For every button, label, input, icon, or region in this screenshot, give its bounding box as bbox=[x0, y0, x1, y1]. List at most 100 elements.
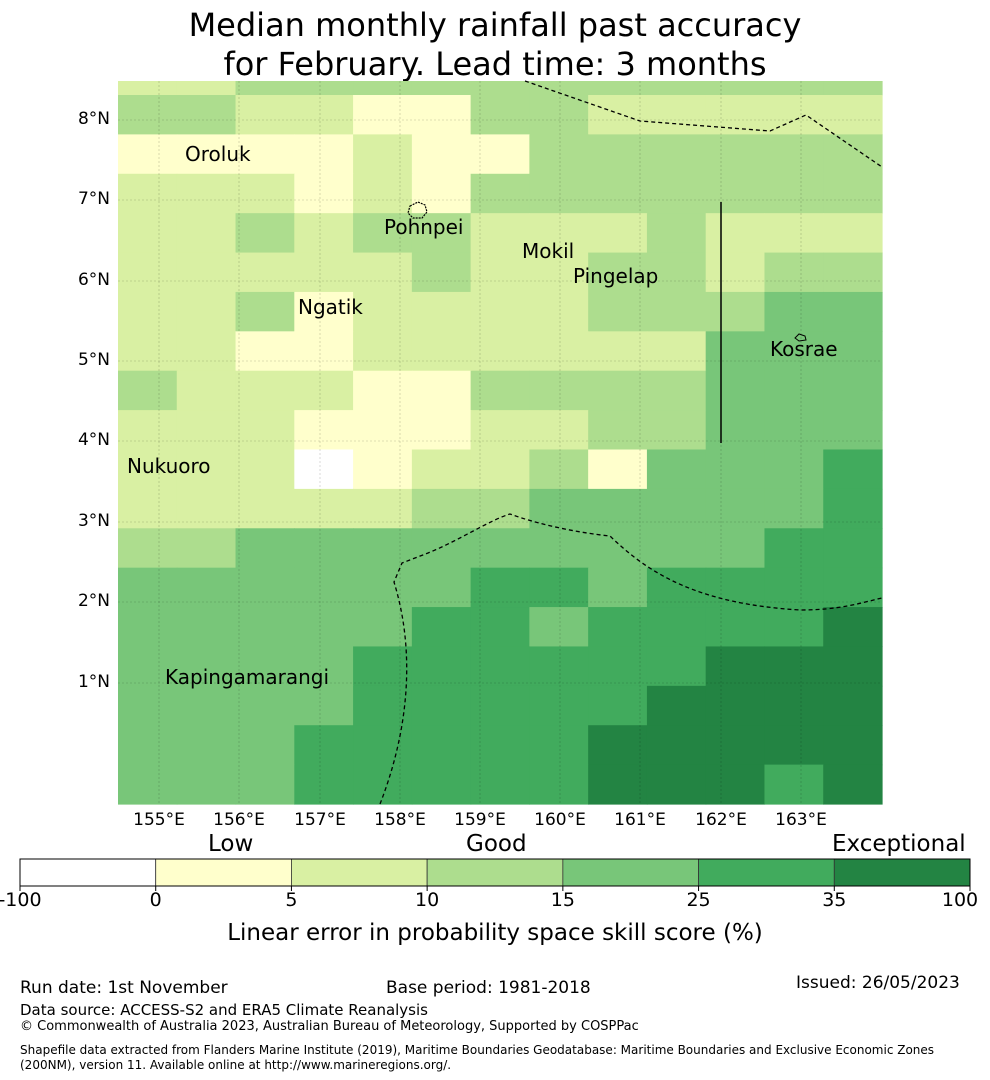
heatmap-cell bbox=[235, 646, 295, 687]
heatmap-cell bbox=[705, 449, 766, 490]
heatmap-cell bbox=[294, 331, 354, 372]
colorbar-category-exceptional: Exceptional bbox=[832, 831, 966, 857]
heatmap-cell bbox=[411, 134, 472, 175]
heatmap-cell bbox=[764, 134, 824, 175]
heatmap-cell bbox=[705, 370, 766, 411]
heatmap-cell bbox=[411, 291, 472, 332]
place-oroluk: Oroluk bbox=[185, 142, 251, 166]
colorbar-category-good: Good bbox=[466, 831, 527, 857]
heatmap-cell bbox=[764, 528, 824, 569]
heatmap-cell bbox=[764, 567, 824, 608]
heatmap-cell bbox=[588, 81, 648, 96]
heatmap-cell bbox=[823, 764, 883, 805]
heatmap-cell bbox=[823, 607, 883, 648]
place-kosrae: Kosrae bbox=[770, 337, 838, 361]
heatmap-cell bbox=[176, 291, 237, 332]
heatmap-cell bbox=[470, 95, 530, 135]
heatmap-cell bbox=[118, 764, 178, 805]
heatmap-cell bbox=[235, 488, 295, 529]
heatmap-cell bbox=[411, 252, 472, 293]
eez-boundary-south bbox=[379, 513, 883, 805]
colorbar-segment bbox=[562, 858, 699, 887]
heatmap-cell bbox=[118, 173, 178, 214]
lon-tick-label: 157°E bbox=[294, 810, 346, 830]
heatmap-cell bbox=[118, 567, 178, 608]
heatmap-cell bbox=[529, 764, 589, 805]
heatmap-cell bbox=[764, 173, 824, 214]
heatmap-cell bbox=[470, 567, 530, 608]
heatmap-cell bbox=[176, 252, 237, 293]
heatmap-cell bbox=[176, 173, 237, 214]
heatmap-cell bbox=[176, 646, 237, 687]
heatmap-cell bbox=[235, 528, 295, 569]
heatmap-cell bbox=[176, 607, 237, 648]
lon-tick-label: 155°E bbox=[133, 810, 185, 830]
heatmap-cell bbox=[705, 213, 766, 254]
heatmap-cell bbox=[235, 331, 295, 372]
heatmap-cell bbox=[176, 488, 237, 529]
heatmap-cell bbox=[235, 567, 295, 608]
heatmap-cell bbox=[823, 528, 883, 569]
heatmap-cell bbox=[529, 252, 589, 293]
heatmap-cell bbox=[823, 81, 883, 96]
heatmap-cell bbox=[235, 607, 295, 648]
heatmap-cell bbox=[705, 331, 766, 372]
heatmap-cell bbox=[646, 331, 707, 372]
heatmap-cell bbox=[705, 81, 766, 96]
heatmap-cell bbox=[764, 252, 824, 293]
heatmap-cell bbox=[588, 331, 648, 372]
heatmap-cell bbox=[118, 95, 178, 135]
heatmap-cell bbox=[764, 725, 824, 766]
heatmap-cell bbox=[294, 370, 354, 411]
heatmap-cell bbox=[529, 646, 589, 687]
heatmap-cell bbox=[176, 370, 237, 411]
heatmap-cell bbox=[118, 410, 178, 451]
base-period: Base period: 1981-2018 bbox=[386, 978, 591, 998]
heatmap-cell bbox=[411, 567, 472, 608]
heatmap-cell bbox=[353, 252, 413, 293]
heatmap-cell bbox=[470, 449, 530, 490]
heatmap-cell bbox=[646, 173, 707, 214]
colorbar-tick-label: 5 bbox=[285, 889, 298, 911]
heatmap-cell bbox=[588, 607, 648, 648]
colorbar-label: Linear error in probability space skill … bbox=[227, 920, 763, 946]
heatmap-cell bbox=[176, 134, 237, 175]
heatmap-cell bbox=[588, 685, 648, 726]
heatmap-cell bbox=[588, 725, 648, 766]
heatmap-cell bbox=[294, 528, 354, 569]
heatmap-cell bbox=[294, 291, 354, 332]
heatmap-cell bbox=[411, 685, 472, 726]
heatmap-cell bbox=[411, 528, 472, 569]
heatmap-cell bbox=[646, 528, 707, 569]
heatmap-cell bbox=[353, 213, 413, 254]
heatmap-cell bbox=[294, 81, 354, 96]
heatmap-cell bbox=[646, 252, 707, 293]
heatmap-cell bbox=[294, 685, 354, 726]
lat-tick-label: 8°N bbox=[77, 109, 110, 129]
heatmap-cell bbox=[353, 685, 413, 726]
heatmap-cell bbox=[118, 252, 178, 293]
heatmap-cell bbox=[411, 488, 472, 529]
heatmap-cell bbox=[529, 449, 589, 490]
heatmap-cell bbox=[705, 646, 766, 687]
heatmap-cell bbox=[705, 528, 766, 569]
heatmap-cell bbox=[529, 173, 589, 214]
heatmap-cell bbox=[705, 725, 766, 766]
lon-tick-label: 161°E bbox=[614, 810, 666, 830]
heatmap-cell bbox=[529, 370, 589, 411]
heatmap-cell bbox=[823, 646, 883, 687]
heatmap-cell bbox=[646, 370, 707, 411]
heatmap-cell bbox=[353, 449, 413, 490]
heatmap-cell bbox=[705, 410, 766, 451]
heatmap-cell bbox=[646, 134, 707, 175]
heatmap-cell bbox=[823, 685, 883, 726]
heatmap-cell bbox=[646, 764, 707, 805]
colorbar-tick-label: 15 bbox=[550, 889, 575, 911]
colorbar-segment bbox=[426, 858, 564, 887]
heatmap-cell bbox=[588, 410, 648, 451]
heatmap-cell bbox=[118, 528, 178, 569]
heatmap-cell bbox=[470, 607, 530, 648]
heatmap-cell bbox=[294, 449, 354, 490]
heatmap-cell bbox=[705, 607, 766, 648]
heatmap-cell bbox=[353, 410, 413, 451]
